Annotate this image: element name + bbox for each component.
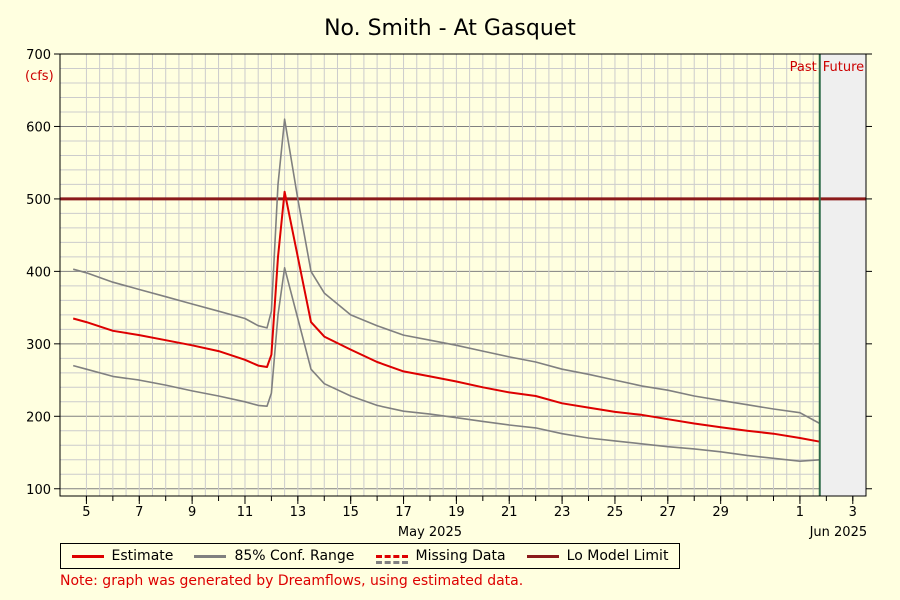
- x-tick-label: 19: [448, 505, 465, 520]
- chart-title: No. Smith - At Gasquet: [324, 16, 576, 41]
- legend-label-conf-range: 85% Conf. Range: [234, 548, 355, 564]
- future-label: Future: [823, 60, 864, 75]
- legend-item-estimate: Estimate: [71, 548, 174, 564]
- y-tick-label: 600: [26, 120, 51, 135]
- y-units-label: (cfs): [25, 69, 54, 84]
- estimate-swatch: [71, 554, 104, 558]
- x-tick-label: 11: [237, 505, 254, 520]
- legend-label-estimate: Estimate: [111, 548, 174, 564]
- conf-range-swatch: [194, 554, 227, 558]
- y-tick-label: 100: [26, 483, 51, 498]
- grid: [60, 53, 867, 496]
- legend-item-missing: Missing Data: [375, 548, 506, 564]
- plot-frame: [59, 53, 867, 497]
- x-month-label: Jun 2025: [809, 525, 868, 540]
- x-tick-label: 1: [796, 505, 804, 520]
- x-tick-label: 5: [82, 505, 90, 520]
- y-tick-label: 200: [26, 410, 51, 425]
- legend-label-missing: Missing Data: [415, 548, 506, 564]
- x-tick-label: 17: [395, 505, 412, 520]
- x-tick-label: 9: [188, 505, 196, 520]
- conf-range-upper-line: [72, 118, 821, 425]
- y-tick-label: 300: [26, 338, 51, 353]
- x-tick-label: 13: [290, 505, 307, 520]
- series-group: [72, 118, 821, 463]
- x-tick-label: 3: [849, 505, 857, 520]
- x-tick-label: 7: [135, 505, 143, 520]
- x-tick-label: 25: [607, 505, 624, 520]
- past-label: Past: [790, 60, 817, 75]
- x-tick-label: 27: [660, 505, 677, 520]
- x-tick-label: 29: [712, 505, 729, 520]
- legend: Estimate 85% Conf. Range Missing Data Lo…: [60, 543, 680, 569]
- estimate-line: [72, 190, 820, 443]
- legend-item-conf-range: 85% Conf. Range: [194, 548, 354, 564]
- y-tick-label: 700: [26, 48, 51, 63]
- x-month-label: May 2025: [398, 525, 462, 540]
- footnote: Note: graph was generated by Dreamflows,…: [60, 573, 524, 589]
- legend-label-lo-limit: Lo Model Limit: [566, 548, 669, 564]
- legend-item-lo-limit: Lo Model Limit: [526, 548, 669, 564]
- x-tick-label: 15: [342, 505, 359, 520]
- missing-data-swatch: [375, 554, 408, 564]
- plot-background: [60, 54, 866, 496]
- x-tick-label: 23: [554, 505, 571, 520]
- conf-range-lower-line: [72, 266, 820, 463]
- y-tick-label: 400: [26, 265, 51, 280]
- x-tick-label: 21: [501, 505, 518, 520]
- lo-limit-swatch: [526, 554, 559, 558]
- y-axis: 100 200 300 400 500 600 700: [26, 48, 872, 498]
- y-tick-label: 500: [26, 193, 51, 208]
- future-region: [819, 54, 866, 496]
